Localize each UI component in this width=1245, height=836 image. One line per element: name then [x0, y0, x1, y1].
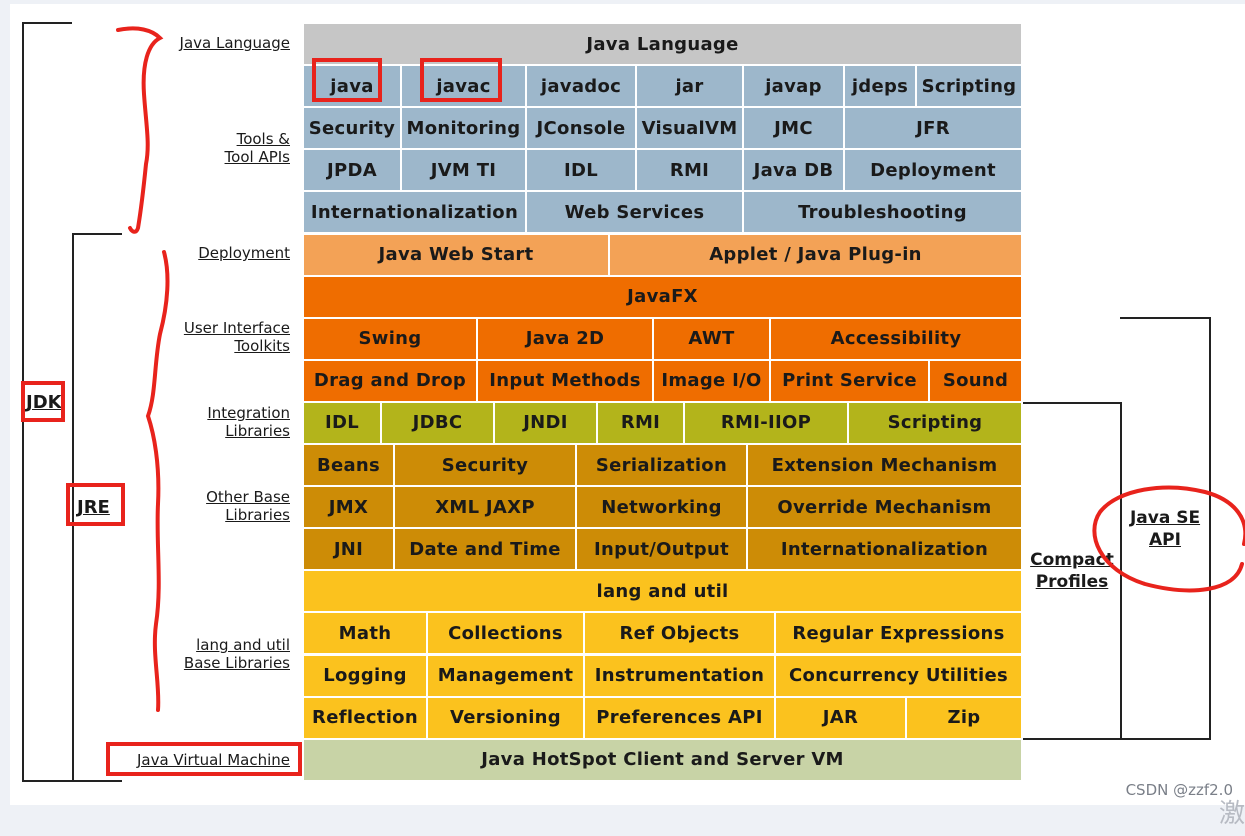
cell-monitoring: Monitoring: [402, 108, 527, 151]
cell-math: Math: [304, 613, 428, 656]
cell-javadoc: javadoc: [527, 66, 637, 109]
label-tools-apis: Tools & Tool APIs: [224, 130, 290, 166]
cell-visualvm: VisualVM: [637, 108, 744, 151]
cell-override-mechanism: Override Mechanism: [748, 487, 1023, 530]
label-java-virtual-machine: Java Virtual Machine: [136, 751, 290, 769]
cell-internationalization: Internationalization: [304, 192, 527, 235]
cell-java-web-start: Java Web Start: [304, 234, 610, 277]
cell-beans: Beans: [304, 445, 395, 488]
label-compact-profiles: Compact Profiles: [1030, 550, 1114, 592]
label-integration-libraries: Integration Libraries: [207, 404, 290, 440]
cell-lang-and-util: lang and util: [304, 571, 1023, 614]
cell-jconsole: JConsole: [527, 108, 637, 151]
cell-applet-java-plug-in: Applet / Java Plug-in: [610, 234, 1023, 277]
cell-java-2d: Java 2D: [478, 318, 654, 361]
jre-label: JRE: [77, 497, 110, 518]
cell-scripting: Scripting: [917, 66, 1023, 109]
cell-jvm-ti: JVM TI: [402, 150, 527, 193]
java-platform-diagram: Java Language java javac javadoc jar javap jde…: [304, 24, 1023, 782]
label-java-language: Java Language: [179, 34, 290, 52]
label-deployment: Deployment: [198, 244, 290, 262]
cell-rmi: RMI: [637, 150, 744, 193]
cell-rmi-iiop: RMI-IIOP: [685, 402, 849, 445]
cell-java-db: Java DB: [744, 150, 845, 193]
cell-reflection: Reflection: [304, 697, 428, 740]
cell-input-output: Input/Output: [577, 529, 748, 572]
cell-jdeps: jdeps: [845, 66, 917, 109]
highlight-java: [312, 58, 382, 102]
highlight-jre: [66, 483, 125, 526]
cell-awt: AWT: [654, 318, 771, 361]
cell-jmc: JMC: [744, 108, 845, 151]
cell-security: Security: [304, 108, 402, 151]
cell-java-hotspot-client-and-server-vm: Java HotSpot Client and Server VM: [304, 739, 1023, 782]
cell-jndi: JNDI: [495, 402, 598, 445]
se-bracket-top: [1120, 317, 1210, 319]
cell-jpda: JPDA: [304, 150, 402, 193]
cell-preferences-api: Preferences API: [585, 697, 776, 740]
label-java-se-api: Java SE API: [1129, 508, 1201, 550]
cell-print-service: Print Service: [771, 360, 930, 403]
cell-jfr: JFR: [845, 108, 1023, 151]
cell-image-i-o: Image I/O: [654, 360, 771, 403]
cell-troubleshooting: Troubleshooting: [744, 192, 1023, 235]
cell-xml-jaxp: XML JAXP: [395, 487, 577, 530]
cell-internationalization: Internationalization: [748, 529, 1023, 572]
cell-input-methods: Input Methods: [478, 360, 654, 403]
cell-networking: Networking: [577, 487, 748, 530]
cell-jmx: JMX: [304, 487, 395, 530]
highlight-javac: [420, 58, 502, 102]
cell-versioning: Versioning: [428, 697, 585, 740]
label-other-base-libraries: Other Base Libraries: [206, 488, 290, 524]
jdk-bracket-top: [22, 22, 72, 24]
cell-ref-objects: Ref Objects: [585, 613, 776, 656]
cell-javafx: JavaFX: [304, 276, 1023, 319]
cell-java-language: Java Language: [304, 24, 1023, 67]
cell-jdbc: JDBC: [382, 402, 495, 445]
watermark: CSDN @zzf2.0: [1125, 781, 1233, 799]
cell-concurrency-utilities: Concurrency Utilities: [776, 655, 1023, 698]
cell-date-and-time: Date and Time: [395, 529, 577, 572]
cell-instrumentation: Instrumentation: [585, 655, 776, 698]
cell-logging: Logging: [304, 655, 428, 698]
cell-rmi: RMI: [598, 402, 685, 445]
cell-web-services: Web Services: [527, 192, 744, 235]
page: Java Language Tools & Tool APIs Deployme…: [10, 4, 1245, 805]
cell-accessibility: Accessibility: [771, 318, 1023, 361]
cell-regular-expressions: Regular Expressions: [776, 613, 1023, 656]
compact-bracket-top: [1023, 402, 1121, 404]
cell-collections: Collections: [428, 613, 585, 656]
cell-swing: Swing: [304, 318, 478, 361]
cell-scripting: Scripting: [849, 402, 1023, 445]
compact-bracket-vertical: [1120, 402, 1122, 740]
highlight-jdk: [21, 381, 65, 422]
cell-javap: javap: [744, 66, 845, 109]
cell-deployment: Deployment: [845, 150, 1023, 193]
label-lang-util-base-libraries: lang and util Base Libraries: [183, 636, 290, 672]
cell-jni: JNI: [304, 529, 395, 572]
cell-jar: JAR: [776, 697, 907, 740]
cell-management: Management: [428, 655, 585, 698]
compact-bracket-bottom: [1023, 738, 1121, 740]
cell-sound: Sound: [930, 360, 1023, 403]
cell-jar: jar: [637, 66, 744, 109]
highlight-java-virtual-machine: [106, 742, 302, 776]
jdk-label: JDK: [26, 392, 62, 413]
cell-extension-mechanism: Extension Mechanism: [748, 445, 1023, 488]
cell-idl: IDL: [527, 150, 637, 193]
jre-bracket-vertical: [72, 233, 74, 782]
cell-drag-and-drop: Drag and Drop: [304, 360, 478, 403]
cell-idl: IDL: [304, 402, 382, 445]
cell-serialization: Serialization: [577, 445, 748, 488]
watermark-glyph: 激: [1218, 799, 1245, 829]
se-bracket-bottom: [1120, 738, 1210, 740]
jre-bracket-top: [72, 233, 122, 235]
cell-zip: Zip: [907, 697, 1023, 740]
cell-security: Security: [395, 445, 577, 488]
label-ui-toolkits: User Interface Toolkits: [183, 319, 290, 355]
